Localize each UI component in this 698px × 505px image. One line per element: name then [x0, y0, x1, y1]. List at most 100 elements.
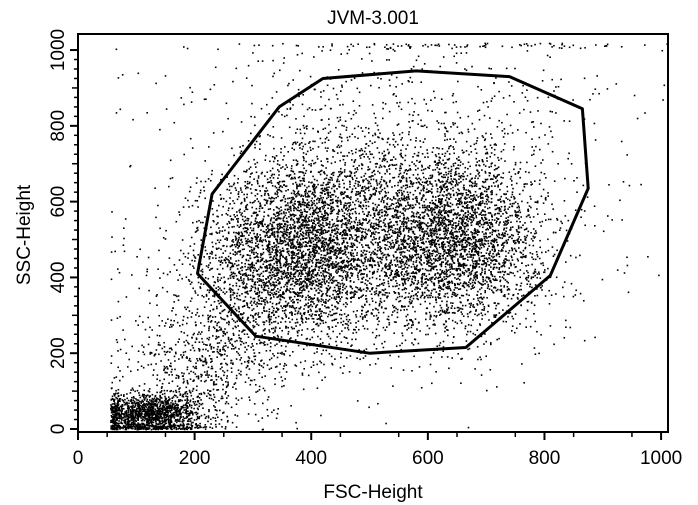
data-point — [308, 224, 310, 226]
data-point — [392, 242, 394, 244]
data-point — [491, 289, 493, 292]
data-point — [330, 257, 332, 260]
data-point — [232, 272, 234, 275]
data-point — [456, 237, 458, 239]
data-point — [344, 274, 347, 277]
data-point — [260, 279, 262, 281]
data-point — [474, 180, 476, 183]
data-point — [475, 216, 478, 219]
data-point — [260, 297, 262, 299]
data-point — [290, 239, 292, 242]
data-point — [406, 328, 408, 331]
data-point — [394, 198, 397, 200]
data-point — [329, 295, 331, 297]
data-point — [245, 230, 248, 232]
data-point — [305, 237, 307, 239]
data-point — [225, 237, 228, 239]
data-point — [251, 315, 254, 317]
data-point — [323, 225, 325, 228]
data-point — [481, 200, 484, 202]
data-point — [355, 230, 358, 233]
data-point — [208, 291, 210, 294]
data-point — [421, 294, 424, 296]
data-point — [388, 226, 391, 229]
data-point — [526, 283, 529, 285]
data-point — [275, 258, 278, 261]
data-point — [216, 278, 219, 281]
data-point — [431, 296, 434, 298]
data-point — [508, 171, 511, 173]
data-point — [234, 216, 236, 218]
data-point — [237, 306, 240, 308]
data-point — [467, 210, 469, 212]
data-point — [285, 231, 287, 233]
data-point — [353, 259, 356, 262]
data-point — [346, 175, 348, 177]
data-point — [307, 217, 309, 220]
data-point — [233, 275, 235, 278]
data-point — [328, 239, 331, 242]
data-point — [240, 239, 242, 242]
data-point — [306, 279, 308, 281]
data-point — [515, 182, 518, 185]
data-point — [197, 276, 199, 279]
data-point — [423, 222, 426, 225]
data-point — [399, 261, 401, 264]
data-point — [532, 258, 535, 260]
data-point — [284, 185, 287, 188]
data-point — [291, 306, 293, 309]
data-point — [473, 217, 475, 220]
data-point — [448, 248, 451, 251]
data-point — [316, 219, 318, 221]
data-point — [478, 282, 481, 284]
data-point — [302, 267, 304, 269]
data-point — [282, 264, 285, 267]
data-point — [419, 239, 422, 241]
data-point — [493, 266, 495, 269]
data-point — [509, 229, 511, 231]
data-point — [469, 264, 472, 267]
data-point — [256, 221, 258, 223]
data-point — [343, 336, 346, 338]
data-point — [319, 208, 321, 211]
data-point — [480, 335, 483, 338]
data-point — [407, 193, 410, 196]
data-point — [228, 321, 230, 324]
data-point — [506, 286, 509, 288]
data-point — [442, 244, 445, 246]
data-point — [289, 235, 291, 238]
data-point — [314, 269, 317, 271]
data-point — [260, 221, 263, 224]
data-point — [503, 261, 506, 263]
data-point — [279, 289, 281, 291]
data-point — [277, 211, 280, 214]
data-point — [223, 244, 225, 247]
data-point — [396, 237, 399, 240]
data-point — [333, 313, 335, 315]
data-point — [328, 221, 331, 223]
data-point — [285, 289, 288, 291]
data-point — [426, 126, 428, 129]
data-point — [419, 224, 422, 226]
data-point — [204, 197, 206, 200]
data-point — [279, 224, 281, 227]
data-point — [389, 225, 391, 227]
data-point — [540, 262, 542, 265]
data-point — [340, 172, 342, 175]
data-point — [314, 224, 317, 226]
data-point — [391, 264, 393, 266]
data-point — [412, 306, 414, 308]
data-point — [285, 243, 288, 246]
data-point — [331, 261, 334, 263]
data-point — [374, 241, 377, 244]
data-point — [439, 191, 442, 194]
data-point — [516, 270, 519, 273]
data-point — [254, 163, 256, 165]
data-point — [291, 252, 294, 254]
data-point — [473, 235, 475, 238]
data-point — [297, 270, 299, 272]
data-point — [357, 193, 359, 196]
data-point — [381, 198, 383, 201]
data-point — [448, 220, 450, 223]
data-point — [530, 232, 532, 234]
